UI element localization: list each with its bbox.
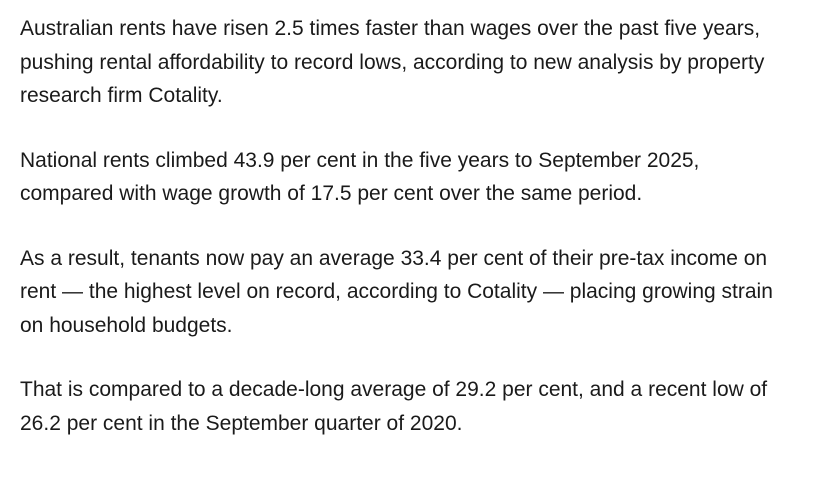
paragraph: National rents climbed 43.9 per cent in … <box>20 148 700 206</box>
paragraph: That is compared to a decade-long averag… <box>20 378 768 435</box>
paragraph: Australian rents have risen 2.5 times fa… <box>20 17 765 107</box>
article: Australian rents have risen 2.5 times fa… <box>20 17 773 435</box>
paragraph: As a result, tenants now pay an average … <box>20 246 773 337</box>
